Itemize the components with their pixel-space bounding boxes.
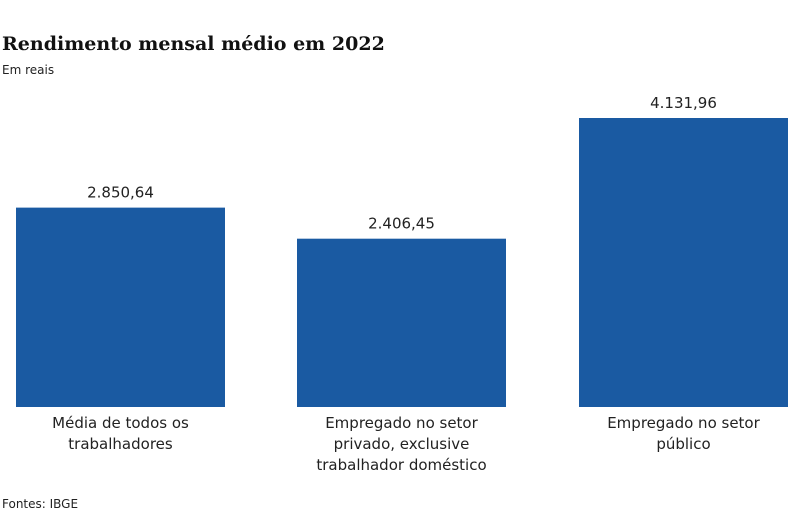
chart-title: Rendimento mensal médio em 2022 — [2, 33, 385, 55]
bar — [16, 207, 225, 407]
value-label: 2.850,64 — [87, 184, 154, 202]
chart-subtitle: Em reais — [2, 63, 54, 77]
value-label: 4.131,96 — [650, 94, 717, 112]
value-label: 2.406,45 — [368, 215, 435, 233]
x-tick-label: Empregado no setor privado, exclusive tr… — [316, 414, 487, 474]
bar — [579, 118, 788, 407]
x-tick-label: Empregado no setor público — [607, 414, 760, 453]
x-tick-label: Média de todos os trabalhadores — [52, 414, 189, 453]
bar — [297, 238, 506, 407]
source: Fontes: IBGE — [2, 497, 78, 511]
